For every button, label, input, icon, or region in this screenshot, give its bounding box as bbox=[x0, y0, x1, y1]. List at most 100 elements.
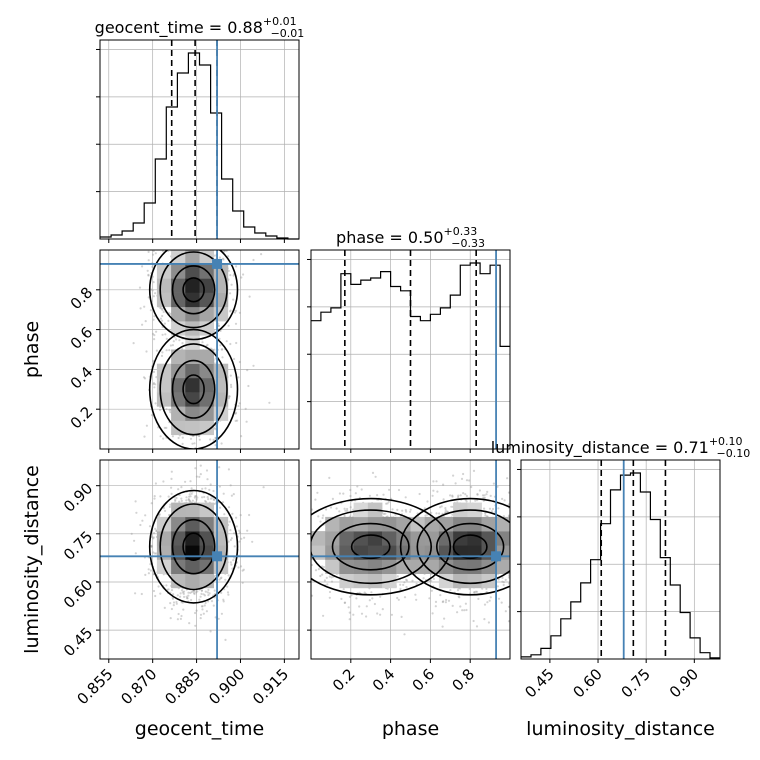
sample-point bbox=[176, 594, 179, 597]
density-cell bbox=[410, 559, 425, 574]
sample-point bbox=[229, 561, 232, 564]
sample-point bbox=[201, 341, 204, 344]
sample-point bbox=[147, 572, 150, 575]
sample-point bbox=[229, 529, 232, 532]
sample-point bbox=[451, 495, 454, 498]
sample-point bbox=[198, 598, 201, 601]
sample-point bbox=[235, 265, 238, 268]
sample-point bbox=[268, 401, 271, 404]
sample-point bbox=[222, 598, 225, 601]
density-cell bbox=[156, 545, 172, 560]
sample-point bbox=[260, 253, 263, 256]
sample-point bbox=[487, 621, 490, 624]
sample-point bbox=[500, 601, 503, 604]
sample-point bbox=[468, 587, 471, 591]
sample-point bbox=[473, 591, 476, 594]
sample-point bbox=[502, 583, 505, 587]
sample-point bbox=[451, 513, 454, 516]
sample-point bbox=[376, 494, 379, 497]
sample-point bbox=[232, 274, 235, 277]
sample-point bbox=[151, 275, 154, 278]
contour-level-2 bbox=[171, 518, 216, 575]
sample-point bbox=[194, 467, 197, 470]
sample-point bbox=[319, 520, 322, 523]
sample-point bbox=[164, 333, 167, 336]
sample-point bbox=[203, 495, 206, 499]
sample-point bbox=[222, 258, 225, 261]
density-cell bbox=[199, 420, 214, 436]
sample-point bbox=[200, 589, 203, 592]
sample-point bbox=[385, 502, 388, 505]
sample-point bbox=[168, 349, 171, 352]
sample-point bbox=[319, 574, 322, 578]
sample-point bbox=[246, 369, 249, 372]
contours bbox=[148, 489, 239, 604]
sample-point bbox=[138, 286, 142, 289]
density-cell bbox=[171, 573, 186, 589]
sample-point bbox=[221, 348, 224, 351]
sample-point bbox=[477, 597, 480, 601]
sample-point bbox=[322, 566, 326, 569]
sample-point bbox=[439, 594, 442, 597]
sample-point bbox=[227, 506, 231, 509]
sample-point bbox=[247, 384, 250, 388]
sample-point bbox=[234, 412, 237, 415]
sample-point bbox=[152, 318, 155, 321]
sample-point bbox=[411, 579, 414, 582]
sample-point bbox=[227, 468, 230, 471]
sample-point bbox=[185, 496, 188, 499]
sample-point bbox=[152, 536, 155, 539]
sample-point bbox=[439, 506, 442, 509]
density-cell bbox=[156, 292, 172, 308]
sample-point bbox=[201, 605, 204, 608]
sample-point bbox=[155, 552, 158, 555]
sample-point bbox=[454, 482, 457, 485]
sample-point bbox=[194, 624, 197, 627]
sample-point bbox=[227, 324, 230, 327]
sample-point bbox=[462, 472, 465, 476]
sample-point bbox=[209, 497, 213, 500]
density-cell bbox=[481, 531, 497, 546]
sample-point bbox=[151, 332, 155, 335]
sample-point bbox=[262, 486, 265, 489]
sample-point bbox=[349, 488, 352, 492]
sample-point bbox=[322, 614, 325, 617]
sample-point bbox=[147, 568, 150, 571]
sample-point bbox=[403, 633, 406, 636]
sample-point bbox=[237, 566, 240, 569]
sample-point bbox=[368, 599, 371, 602]
sample-point bbox=[203, 594, 206, 597]
sample-point bbox=[208, 592, 211, 595]
density-cell bbox=[185, 392, 200, 407]
sample-point bbox=[240, 276, 243, 279]
sample-point bbox=[139, 523, 142, 527]
sample-point bbox=[414, 593, 417, 596]
sample-point bbox=[423, 507, 426, 510]
sample-point bbox=[356, 485, 359, 488]
sample-point bbox=[457, 595, 460, 598]
density-cell bbox=[325, 559, 340, 574]
sample-point bbox=[246, 529, 249, 532]
sample-point bbox=[147, 273, 150, 276]
sample-point bbox=[150, 545, 153, 548]
contour-level-4 bbox=[311, 497, 452, 596]
sample-point bbox=[186, 597, 189, 600]
sample-point bbox=[328, 590, 332, 594]
sample-point bbox=[459, 605, 462, 608]
sample-point bbox=[161, 250, 165, 253]
density-cell bbox=[156, 392, 172, 407]
sample-point bbox=[501, 497, 504, 500]
sample-point bbox=[179, 595, 182, 598]
sample-point bbox=[230, 537, 233, 540]
sample-point bbox=[199, 595, 202, 598]
sample-point bbox=[405, 578, 408, 581]
sample-point bbox=[222, 492, 225, 495]
panel-content bbox=[311, 460, 510, 659]
contour-level-1 bbox=[182, 277, 205, 303]
sample-point bbox=[196, 590, 199, 593]
sample-point bbox=[212, 498, 215, 501]
sample-point bbox=[173, 336, 176, 339]
density-cell bbox=[171, 559, 186, 574]
sample-point bbox=[190, 487, 193, 490]
sample-point bbox=[149, 569, 152, 572]
